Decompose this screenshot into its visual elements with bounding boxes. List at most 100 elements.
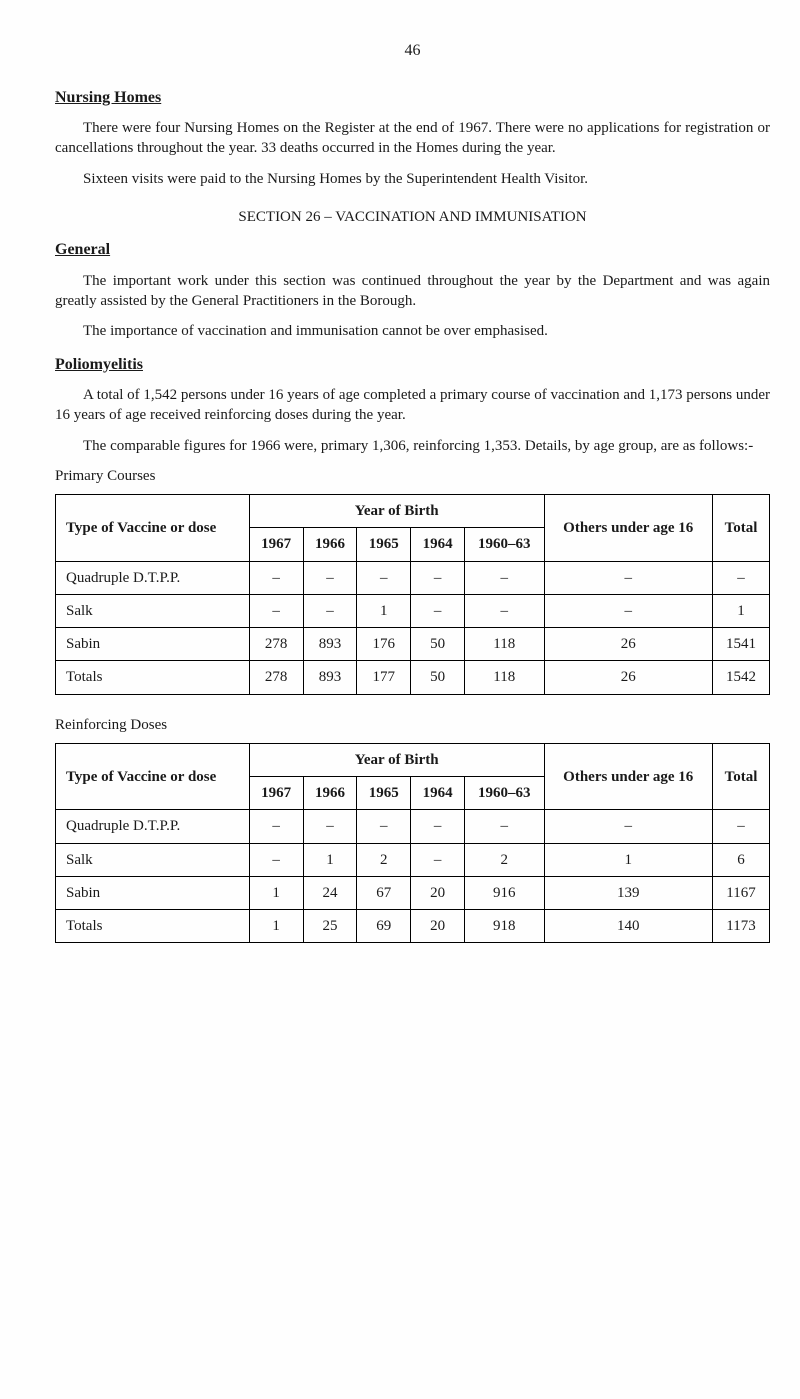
reinforcing-caption: Reinforcing Doses (55, 715, 770, 735)
cell: 1542 (712, 661, 769, 694)
row-label: Sabin (56, 628, 250, 661)
polio-heading: Poliomyelitis (55, 354, 770, 376)
yob-header: Year of Birth (249, 495, 544, 528)
cell: 918 (464, 910, 544, 943)
cell: – (249, 594, 303, 627)
nursing-homes-heading: Nursing Homes (55, 87, 770, 109)
year-1964: 1964 (411, 528, 465, 561)
row-label: Salk (56, 594, 250, 627)
cell: – (411, 810, 465, 843)
row-label: Quadruple D.T.P.P. (56, 810, 250, 843)
year-1960-63: 1960–63 (464, 777, 544, 810)
cell: 69 (357, 910, 411, 943)
cell: 177 (357, 661, 411, 694)
polio-p2: The comparable figures for 1966 were, pr… (55, 436, 770, 456)
nursing-homes-p2: Sixteen visits were paid to the Nursing … (55, 169, 770, 189)
totals-label: Totals (56, 910, 250, 943)
cell: – (357, 810, 411, 843)
cell: 67 (357, 876, 411, 909)
total-header: Total (712, 743, 769, 810)
year-1965: 1965 (357, 777, 411, 810)
cell: – (411, 843, 465, 876)
vaccine-header: Type of Vaccine or dose (56, 495, 250, 562)
cell: 6 (712, 843, 769, 876)
section-26-title: SECTION 26 – VACCINATION AND IMMUNISATIO… (55, 207, 770, 227)
cell: 25 (303, 910, 357, 943)
totals-row: Totals 1 25 69 20 918 140 1173 (56, 910, 770, 943)
cell: 20 (411, 876, 465, 909)
row-label: Salk (56, 843, 250, 876)
cell: 1 (712, 594, 769, 627)
cell: 1 (249, 910, 303, 943)
cell: – (464, 561, 544, 594)
cell: – (464, 594, 544, 627)
cell: – (303, 561, 357, 594)
cell: 26 (544, 661, 712, 694)
primary-caption: Primary Courses (55, 466, 770, 486)
yob-header: Year of Birth (249, 743, 544, 776)
others-header: Others under age 16 (544, 743, 712, 810)
vaccine-header: Type of Vaccine or dose (56, 743, 250, 810)
general-p2: The importance of vaccination and immuni… (55, 321, 770, 341)
nursing-homes-p1: There were four Nursing Homes on the Reg… (55, 118, 770, 159)
cell: 118 (464, 628, 544, 661)
cell: – (411, 594, 465, 627)
cell: 278 (249, 661, 303, 694)
cell: 1 (357, 594, 411, 627)
cell: 1 (249, 876, 303, 909)
cell: 893 (303, 661, 357, 694)
cell: – (249, 810, 303, 843)
cell: – (249, 561, 303, 594)
cell: 1541 (712, 628, 769, 661)
cell: 278 (249, 628, 303, 661)
table-row: Quadruple D.T.P.P. – – – – – – – (56, 561, 770, 594)
cell: 26 (544, 628, 712, 661)
cell: 20 (411, 910, 465, 943)
year-1966: 1966 (303, 528, 357, 561)
primary-courses-table: Type of Vaccine or dose Year of Birth Ot… (55, 494, 770, 695)
page-number: 46 (55, 40, 770, 62)
table-row: Quadruple D.T.P.P. – – – – – – – (56, 810, 770, 843)
cell: – (712, 561, 769, 594)
table-row: Sabin 278 893 176 50 118 26 1541 (56, 628, 770, 661)
cell: 1 (303, 843, 357, 876)
cell: 176 (357, 628, 411, 661)
totals-label: Totals (56, 661, 250, 694)
cell: 2 (464, 843, 544, 876)
reinforcing-doses-table: Type of Vaccine or dose Year of Birth Ot… (55, 743, 770, 944)
cell: – (249, 843, 303, 876)
others-header: Others under age 16 (544, 495, 712, 562)
cell: 916 (464, 876, 544, 909)
cell: – (464, 810, 544, 843)
row-label: Sabin (56, 876, 250, 909)
table-row: Salk – 1 2 – 2 1 6 (56, 843, 770, 876)
year-1967: 1967 (249, 777, 303, 810)
cell: – (544, 561, 712, 594)
year-1964: 1964 (411, 777, 465, 810)
cell: 1 (544, 843, 712, 876)
cell: – (357, 561, 411, 594)
polio-p1: A total of 1,542 persons under 16 years … (55, 385, 770, 426)
cell: 1167 (712, 876, 769, 909)
cell: – (303, 594, 357, 627)
totals-row: Totals 278 893 177 50 118 26 1542 (56, 661, 770, 694)
cell: – (411, 561, 465, 594)
cell: 140 (544, 910, 712, 943)
year-1960-63: 1960–63 (464, 528, 544, 561)
row-label: Quadruple D.T.P.P. (56, 561, 250, 594)
year-1966: 1966 (303, 777, 357, 810)
table-row: Salk – – 1 – – – 1 (56, 594, 770, 627)
cell: 893 (303, 628, 357, 661)
cell: 24 (303, 876, 357, 909)
cell: 1173 (712, 910, 769, 943)
cell: – (544, 810, 712, 843)
year-1965: 1965 (357, 528, 411, 561)
cell: – (544, 594, 712, 627)
cell: 50 (411, 628, 465, 661)
cell: – (712, 810, 769, 843)
cell: 50 (411, 661, 465, 694)
table-row: Sabin 1 24 67 20 916 139 1167 (56, 876, 770, 909)
cell: – (303, 810, 357, 843)
general-heading: General (55, 239, 770, 261)
total-header: Total (712, 495, 769, 562)
